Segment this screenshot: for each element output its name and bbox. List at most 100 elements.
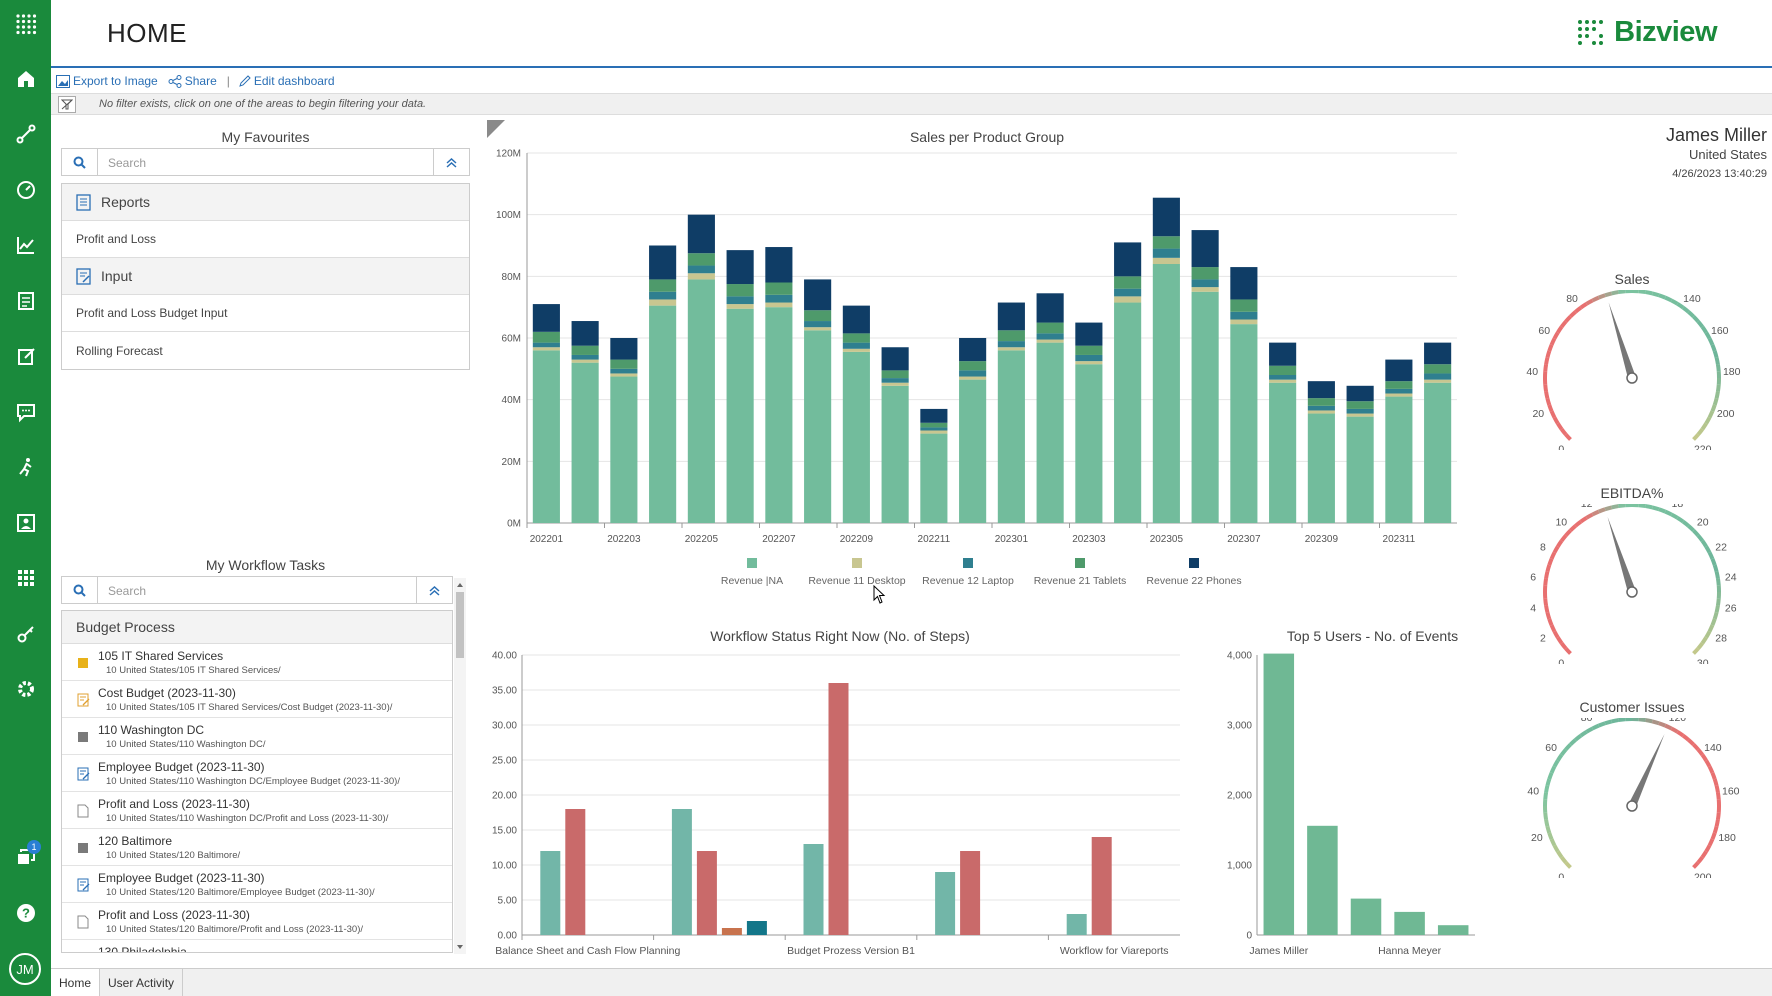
- bar[interactable]: [746, 921, 767, 935]
- sales-per-product-group-chart[interactable]: 0M 20M 40M 60M 80M 100M 120M 202201 202203 202205…: [480, 140, 1480, 600]
- bar-segment[interactable]: [1036, 333, 1064, 340]
- top-users-chart[interactable]: 0 1,000 2,000 3,000 4,000 James Miller Hanna M…: [1205, 645, 1485, 960]
- workflow-icon[interactable]: [0, 114, 51, 154]
- input-edit-icon[interactable]: [0, 336, 51, 376]
- bar-segment[interactable]: [1269, 379, 1297, 383]
- bar-segment[interactable]: [765, 307, 793, 523]
- chevron-up-icon[interactable]: [433, 149, 469, 175]
- bar-segment[interactable]: [1307, 398, 1335, 406]
- bar-segment[interactable]: [1385, 388, 1413, 394]
- bar[interactable]: [1437, 925, 1469, 935]
- workflow-task-item[interactable]: Employee Budget (2023-11-30) 10 United St…: [62, 755, 452, 792]
- bar-segment[interactable]: [571, 354, 599, 360]
- bar-segment[interactable]: [1191, 279, 1219, 288]
- bar-segment[interactable]: [881, 370, 909, 379]
- ebitda-gauge[interactable]: 024681012141618202224262830: [1502, 504, 1762, 664]
- bar-segment[interactable]: [571, 321, 599, 346]
- bar-segment[interactable]: [842, 351, 870, 523]
- bar-segment[interactable]: [1385, 381, 1413, 389]
- bar-segment[interactable]: [1307, 405, 1335, 411]
- bar-segment[interactable]: [1269, 382, 1297, 523]
- bar-segment[interactable]: [649, 291, 677, 300]
- bar-segment[interactable]: [1075, 345, 1103, 355]
- messages-icon[interactable]: 1: [0, 838, 51, 878]
- bar-segment[interactable]: [649, 299, 677, 306]
- bar-segment[interactable]: [1307, 381, 1335, 399]
- avatar[interactable]: JM: [9, 953, 41, 985]
- bar-segment[interactable]: [532, 347, 560, 351]
- bar[interactable]: [1091, 837, 1112, 935]
- bar-segment[interactable]: [726, 296, 754, 305]
- bar[interactable]: [1307, 825, 1338, 935]
- tab-user-activity[interactable]: User Activity: [100, 969, 184, 996]
- bar-segment[interactable]: [1114, 288, 1142, 297]
- workflow-group-label[interactable]: Budget Process: [62, 611, 452, 644]
- bar-segment[interactable]: [959, 338, 987, 362]
- workflow-task-item[interactable]: Cost Budget (2023-11-30) 10 United States…: [62, 681, 452, 718]
- bar-segment[interactable]: [687, 273, 715, 280]
- bar-segment[interactable]: [997, 347, 1025, 351]
- legend-swatch[interactable]: [747, 558, 757, 568]
- bar-segment[interactable]: [726, 284, 754, 297]
- bar-segment[interactable]: [804, 330, 832, 523]
- bar-segment[interactable]: [804, 321, 832, 328]
- bar-segment[interactable]: [532, 304, 560, 332]
- bar-segment[interactable]: [1424, 379, 1452, 383]
- legend-swatch[interactable]: [963, 558, 973, 568]
- bar-segment[interactable]: [1075, 354, 1103, 362]
- bar-segment[interactable]: [959, 370, 987, 377]
- bar[interactable]: [721, 928, 742, 935]
- bar-segment[interactable]: [532, 331, 560, 343]
- favourite-item[interactable]: Profit and Loss Budget Input: [62, 295, 469, 332]
- bar-segment[interactable]: [1346, 385, 1374, 402]
- bar-segment[interactable]: [1036, 339, 1064, 343]
- bar-segment[interactable]: [1230, 311, 1258, 320]
- gauge-needle[interactable]: [1628, 733, 1665, 808]
- bar-segment[interactable]: [1114, 242, 1142, 277]
- scroll-down-icon[interactable]: [454, 942, 466, 952]
- bar-segment[interactable]: [687, 279, 715, 523]
- bar-segment[interactable]: [649, 279, 677, 292]
- bar-segment[interactable]: [804, 327, 832, 331]
- bar-segment[interactable]: [1075, 361, 1103, 365]
- bar[interactable]: [565, 809, 586, 935]
- bar[interactable]: [828, 683, 849, 935]
- bar-segment[interactable]: [920, 408, 948, 423]
- bar-segment[interactable]: [881, 385, 909, 523]
- bar-segment[interactable]: [1424, 373, 1452, 380]
- bar-segment[interactable]: [1269, 365, 1297, 375]
- bar-segment[interactable]: [1036, 342, 1064, 523]
- bar-segment[interactable]: [1385, 396, 1413, 523]
- bar-segment[interactable]: [1152, 257, 1180, 264]
- chart-line-icon[interactable]: [0, 225, 51, 265]
- bar-segment[interactable]: [1152, 197, 1180, 237]
- bar-segment[interactable]: [1346, 413, 1374, 417]
- bar-segment[interactable]: [1036, 293, 1064, 323]
- bar-segment[interactable]: [1269, 342, 1297, 366]
- bar-segment[interactable]: [726, 304, 754, 309]
- apps-grid-icon[interactable]: [0, 4, 51, 44]
- bar-segment[interactable]: [881, 378, 909, 383]
- bar-segment[interactable]: [997, 350, 1025, 523]
- bar-segment[interactable]: [1385, 359, 1413, 382]
- legend-swatch[interactable]: [1075, 558, 1085, 568]
- contacts-icon[interactable]: [0, 503, 51, 543]
- bar-segment[interactable]: [1152, 248, 1180, 258]
- bar-segment[interactable]: [765, 247, 793, 283]
- favourite-item[interactable]: Rolling Forecast: [76, 343, 163, 358]
- bar-segment[interactable]: [1152, 236, 1180, 249]
- bar-segment[interactable]: [1114, 296, 1142, 303]
- bar-segment[interactable]: [959, 376, 987, 380]
- bar[interactable]: [960, 851, 981, 935]
- bar-segment[interactable]: [571, 362, 599, 523]
- gauge-needle[interactable]: [1607, 516, 1636, 594]
- bar[interactable]: [1394, 911, 1425, 935]
- bar-segment[interactable]: [1424, 382, 1452, 523]
- settings-icon[interactable]: [0, 669, 51, 709]
- bar-segment[interactable]: [687, 214, 715, 254]
- bar-segment[interactable]: [649, 305, 677, 523]
- bar-segment[interactable]: [842, 348, 870, 352]
- bar-segment[interactable]: [726, 308, 754, 523]
- bar-segment[interactable]: [765, 282, 793, 295]
- bar-segment[interactable]: [1346, 408, 1374, 414]
